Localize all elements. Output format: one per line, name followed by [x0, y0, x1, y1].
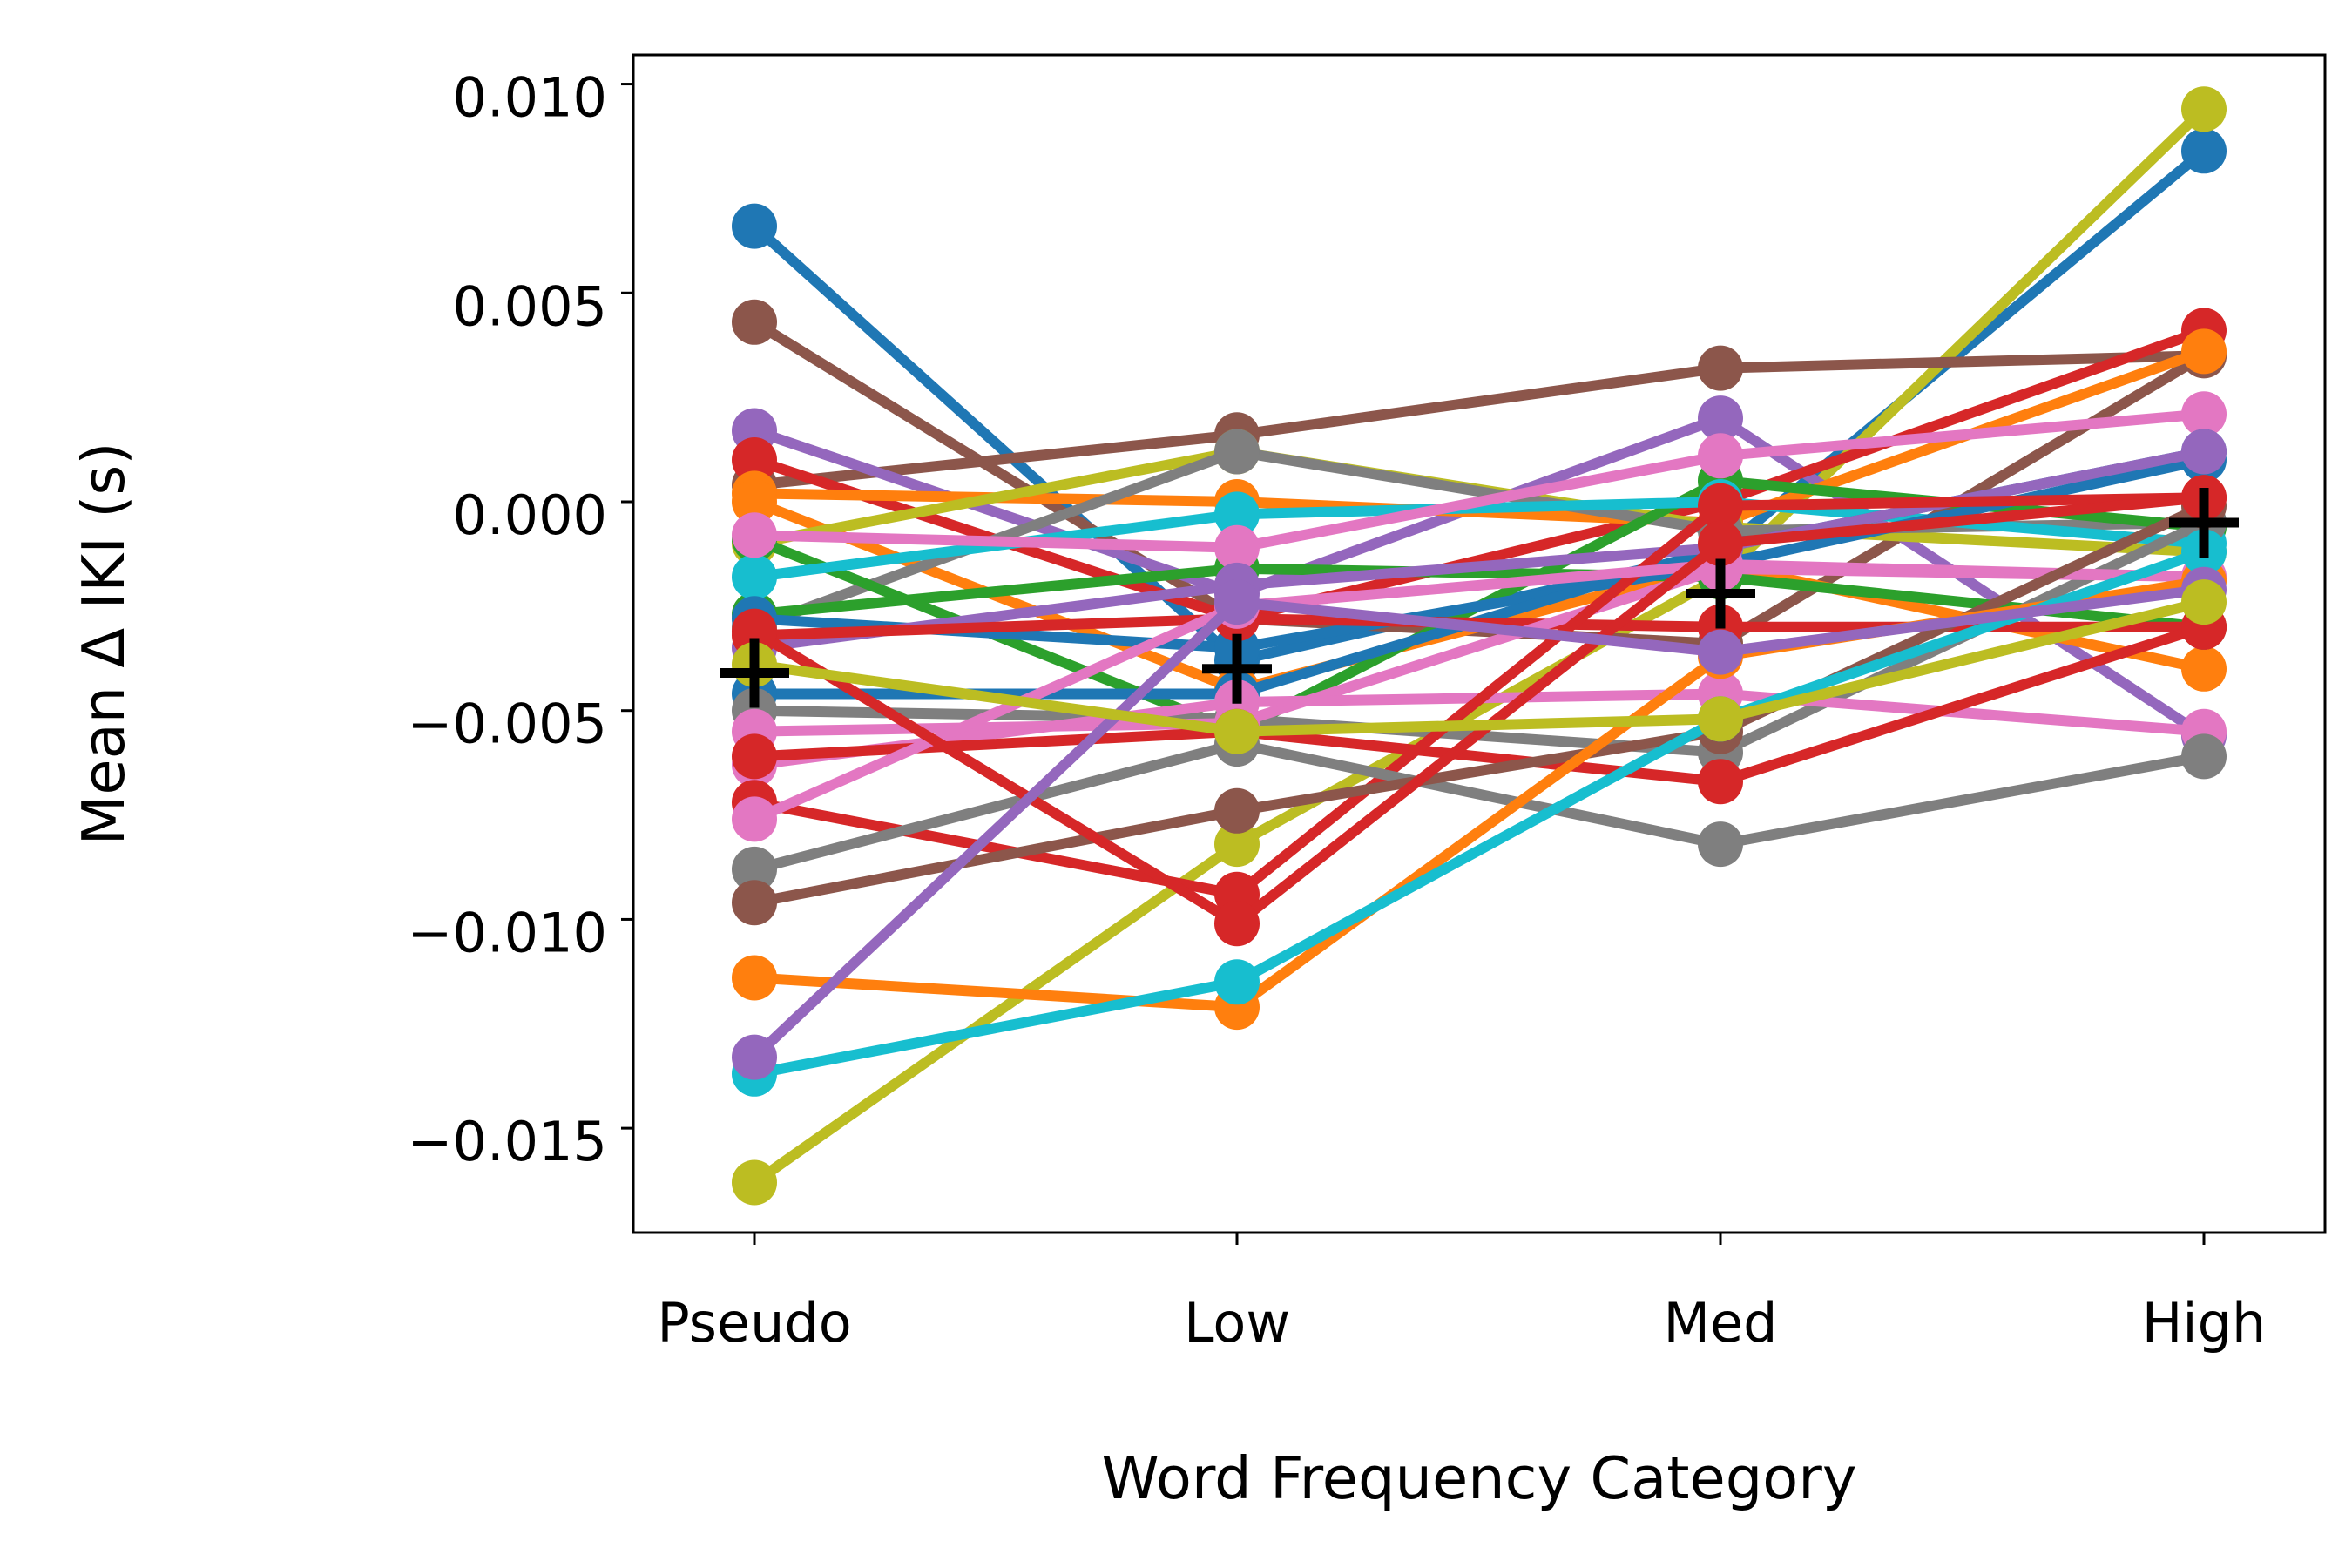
data-point: [1214, 491, 1260, 537]
mean-plus-marker: [1686, 558, 1755, 629]
data-point: [732, 1159, 777, 1206]
y-tick-label: −0.010: [408, 901, 607, 964]
data-point: [1698, 483, 1743, 529]
data-point: [732, 733, 777, 780]
data-point: [2181, 579, 2227, 625]
mean-markers-layer: [720, 487, 2239, 708]
mean-plus-marker: [2169, 487, 2239, 558]
x-tick-label: Low: [1184, 1291, 1290, 1355]
data-point: [1214, 787, 1260, 834]
data-point: [732, 1034, 777, 1080]
y-tick-label: −0.015: [408, 1110, 607, 1173]
data-point: [1214, 708, 1260, 754]
data-point: [1214, 959, 1260, 1005]
y-axis-label: Mean Δ IKI (s): [70, 443, 138, 846]
data-point: [2181, 733, 2227, 780]
data-point: [732, 554, 777, 600]
series-line: [749, 546, 2209, 1079]
series-layer: [732, 86, 2227, 1206]
data-point: [1698, 759, 1743, 805]
data-point: [732, 880, 777, 926]
data-point: [732, 203, 777, 249]
x-axis-label: Word Frequency Category: [1102, 1444, 1857, 1512]
mean-plus-marker: [1202, 633, 1272, 704]
data-point: [1214, 579, 1260, 625]
series-line: [749, 455, 2209, 653]
series-line: [749, 739, 2209, 875]
series-line: [749, 563, 2209, 632]
data-point: [2181, 86, 2227, 132]
series-line: [749, 409, 2209, 553]
data-point: [1698, 345, 1743, 391]
data-point: [1214, 524, 1260, 571]
data-point: [732, 796, 777, 842]
x-tick-label: High: [2142, 1291, 2267, 1355]
series-line: [749, 492, 2209, 929]
data-point: [1698, 821, 1743, 868]
data-point: [2181, 429, 2227, 475]
series-line: [749, 350, 2209, 490]
data-point: [732, 846, 777, 892]
data-point: [1214, 429, 1260, 475]
y-tick-label: 0.000: [453, 483, 608, 547]
y-tick-label: 0.010: [453, 66, 608, 130]
data-point: [732, 437, 777, 483]
x-tick-label: Pseudo: [657, 1291, 851, 1355]
axis-layer: 0.010 0.005 0.000 −0.005 −0.010 −0.015 Pseudo L…: [408, 66, 2267, 1355]
series-14: [732, 391, 2227, 571]
data-point: [1698, 395, 1743, 442]
series-line: [749, 597, 2209, 737]
data-point: [1698, 433, 1743, 479]
data-point: [1214, 901, 1260, 947]
data-point: [2181, 645, 2227, 692]
data-point: [1698, 629, 1743, 675]
data-point: [1698, 520, 1743, 566]
x-tick-label: Med: [1664, 1291, 1778, 1355]
data-point: [732, 479, 777, 524]
data-point: [732, 955, 777, 1001]
data-point: [732, 608, 777, 654]
data-point: [1214, 821, 1260, 868]
data-point: [2181, 391, 2227, 437]
data-point: [732, 299, 777, 345]
y-tick-label: −0.005: [408, 693, 607, 756]
series-line: [749, 492, 2209, 900]
y-tick-label: 0.005: [453, 274, 608, 338]
series-line: [749, 104, 2209, 1188]
data-point: [2181, 128, 2227, 174]
series-line: [749, 558, 2209, 825]
data-point: [732, 512, 777, 558]
data-point: [2181, 328, 2227, 375]
series-line: [749, 621, 2209, 787]
series-line: [749, 584, 2209, 1063]
data-point: [1698, 696, 1743, 742]
mean-plus-marker: [720, 638, 789, 708]
plot-frame: [632, 53, 2327, 1234]
